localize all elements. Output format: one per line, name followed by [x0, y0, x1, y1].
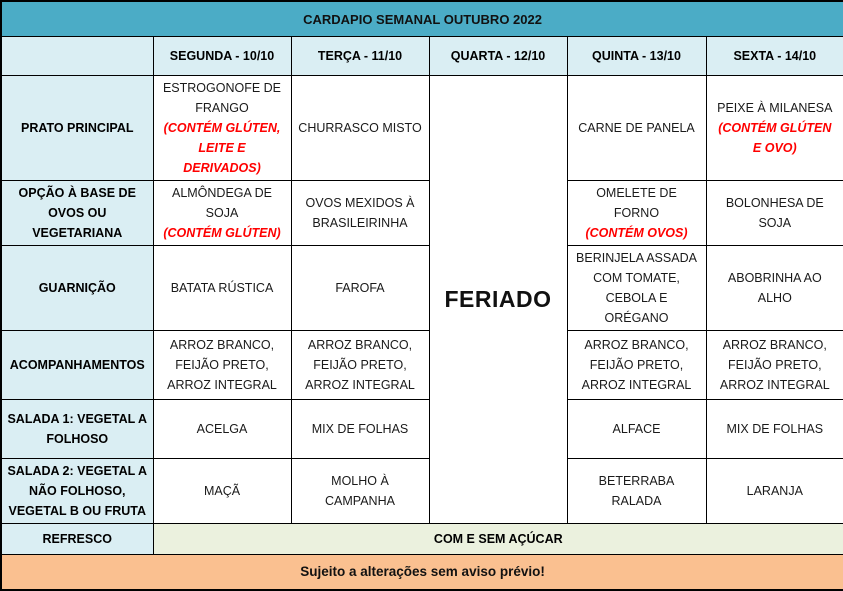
header-quinta: QUINTA - 13/10 — [566, 36, 707, 76]
cell-prato-terca: CHURRASCO MISTO — [290, 75, 430, 181]
row-label-salada-1: SALADA 1: VEGETAL A FOLHOSO — [0, 399, 154, 459]
allergen-note: (CONTÉM GLÚTEN, LEITE E DERIVADOS) — [163, 121, 281, 175]
cell-refresco-value: COM E SEM AÇÚCAR — [152, 523, 843, 555]
dish-text: OMELETE DE FORNO — [596, 186, 677, 220]
dish-text: OVOS MEXIDOS À BRASILEIRINHA — [305, 196, 415, 230]
cell-acomp-sexta: ARROZ BRANCO, FEIJÃO PRETO, ARROZ INTEGR… — [705, 330, 843, 400]
cell-prato-quinta: CARNE DE PANELA — [566, 75, 707, 181]
row-salada-1: SALADA 1: VEGETAL A FOLHOSO ACELGA MIX D… — [0, 399, 843, 459]
cell-guarnicao-segunda: BATATA RÚSTICA — [152, 245, 292, 331]
dish-text: MOLHO À CAMPANHA — [325, 474, 395, 508]
row-opcao-ovos-vegetariana: OPÇÃO À BASE DE OVOS OU VEGETARIANA ALMÔ… — [0, 180, 843, 246]
dish-text: ESTROGONOFE DE FRANGO — [162, 81, 282, 115]
dish-text: ARROZ BRANCO, FEIJÃO PRETO, ARROZ INTEGR… — [581, 338, 692, 392]
allergen-note: (CONTÉM GLÚTEN) — [163, 226, 281, 240]
cell-salada2-terca: MOLHO À CAMPANHA — [290, 458, 430, 524]
cell-feriado-quarta: FERIADO — [428, 75, 568, 524]
dish-text: ALFACE — [612, 422, 661, 436]
cell-acomp-quinta: ARROZ BRANCO, FEIJÃO PRETO, ARROZ INTEGR… — [566, 330, 707, 400]
header-quarta: QUARTA - 12/10 — [428, 36, 568, 76]
dish-text: LARANJA — [746, 484, 803, 498]
dish-text: MAÇÃ — [203, 484, 241, 498]
page-title: CARDAPIO SEMANAL OUTUBRO 2022 — [0, 0, 843, 37]
row-guarnicao: GUARNIÇÃO BATATA RÚSTICA FAROFA BERINJEL… — [0, 245, 843, 331]
cell-prato-segunda: ESTROGONOFE DE FRANGO (CONTÉM GLÚTEN, LE… — [152, 75, 292, 181]
dish-text: CHURRASCO MISTO — [298, 121, 422, 135]
row-acompanhamentos: ACOMPANHAMENTOS ARROZ BRANCO, FEIJÃO PRE… — [0, 330, 843, 400]
allergen-note: (CONTÉM GLÚTEN E OVO) — [718, 121, 832, 155]
row-refresco: REFRESCO COM E SEM AÇÚCAR — [0, 523, 843, 555]
dish-text: FAROFA — [335, 281, 385, 295]
cell-guarnicao-quinta: BERINJELA ASSADA COM TOMATE, CEBOLA E OR… — [566, 245, 707, 331]
dish-text: ACELGA — [196, 422, 248, 436]
cell-opcao-sexta: BOLONHESA DE SOJA — [705, 180, 843, 246]
header-sexta: SEXTA - 14/10 — [705, 36, 843, 76]
cell-prato-sexta: PEIXE À MILANESA (CONTÉM GLÚTEN E OVO) — [705, 75, 843, 181]
dish-text: MIX DE FOLHAS — [311, 422, 409, 436]
dish-text: BATATA RÚSTICA — [170, 281, 274, 295]
cell-acomp-segunda: ARROZ BRANCO, FEIJÃO PRETO, ARROZ INTEGR… — [152, 330, 292, 400]
row-label-salada-2: SALADA 2: VEGETAL A NÃO FOLHOSO, VEGETAL… — [0, 458, 154, 524]
cell-guarnicao-sexta: ABOBRINHA AO ALHO — [705, 245, 843, 331]
header-segunda: SEGUNDA - 10/10 — [152, 36, 292, 76]
row-label-acompanhamentos: ACOMPANHAMENTOS — [0, 330, 154, 400]
cell-opcao-quinta: OMELETE DE FORNO (CONTÉM OVOS) — [566, 180, 707, 246]
dish-text: BERINJELA ASSADA COM TOMATE, CEBOLA E OR… — [576, 251, 697, 325]
cell-opcao-terca: OVOS MEXIDOS À BRASILEIRINHA — [290, 180, 430, 246]
title-row: CARDAPIO SEMANAL OUTUBRO 2022 — [0, 0, 843, 37]
cell-salada2-sexta: LARANJA — [705, 458, 843, 524]
allergen-note: (CONTÉM OVOS) — [585, 226, 688, 240]
row-salada-2: SALADA 2: VEGETAL A NÃO FOLHOSO, VEGETAL… — [0, 458, 843, 524]
dish-text: BOLONHESA DE SOJA — [725, 196, 824, 230]
cell-salada1-sexta: MIX DE FOLHAS — [705, 399, 843, 459]
dish-text: ABOBRINHA AO ALHO — [727, 271, 822, 305]
dish-text: ARROZ BRANCO, FEIJÃO PRETO, ARROZ INTEGR… — [167, 338, 277, 392]
dish-text: ALMÔNDEGA DE SOJA — [171, 186, 273, 220]
dish-text: PEIXE À MILANESA — [717, 101, 833, 115]
header-corner-cell — [0, 36, 154, 76]
cell-salada1-segunda: ACELGA — [152, 399, 292, 459]
cell-guarnicao-terca: FAROFA — [290, 245, 430, 331]
cell-salada1-quinta: ALFACE — [566, 399, 707, 459]
header-row: SEGUNDA - 10/10 TERÇA - 11/10 QUARTA - 1… — [0, 36, 843, 76]
row-label-refresco: REFRESCO — [0, 523, 154, 555]
cell-acomp-terca: ARROZ BRANCO, FEIJÃO PRETO, ARROZ INTEGR… — [290, 330, 430, 400]
dish-text: BETERRABA RALADA — [598, 474, 675, 508]
header-terca: TERÇA - 11/10 — [290, 36, 430, 76]
dish-text: MIX DE FOLHAS — [726, 422, 824, 436]
cell-salada2-segunda: MAÇÃ — [152, 458, 292, 524]
dish-text: CARNE DE PANELA — [578, 121, 695, 135]
row-label-guarnicao: GUARNIÇÃO — [0, 245, 154, 331]
dish-text: ARROZ BRANCO, FEIJÃO PRETO, ARROZ INTEGR… — [719, 338, 830, 392]
row-label-opcao: OPÇÃO À BASE DE OVOS OU VEGETARIANA — [0, 180, 154, 246]
cell-salada2-quinta: BETERRABA RALADA — [566, 458, 707, 524]
row-prato-principal: PRATO PRINCIPAL ESTROGONOFE DE FRANGO (C… — [0, 75, 843, 524]
cell-opcao-segunda: ALMÔNDEGA DE SOJA (CONTÉM GLÚTEN) — [152, 180, 292, 246]
row-label-prato-principal: PRATO PRINCIPAL — [0, 75, 154, 181]
cell-salada1-terca: MIX DE FOLHAS — [290, 399, 430, 459]
dish-text: ARROZ BRANCO, FEIJÃO PRETO, ARROZ INTEGR… — [305, 338, 415, 392]
